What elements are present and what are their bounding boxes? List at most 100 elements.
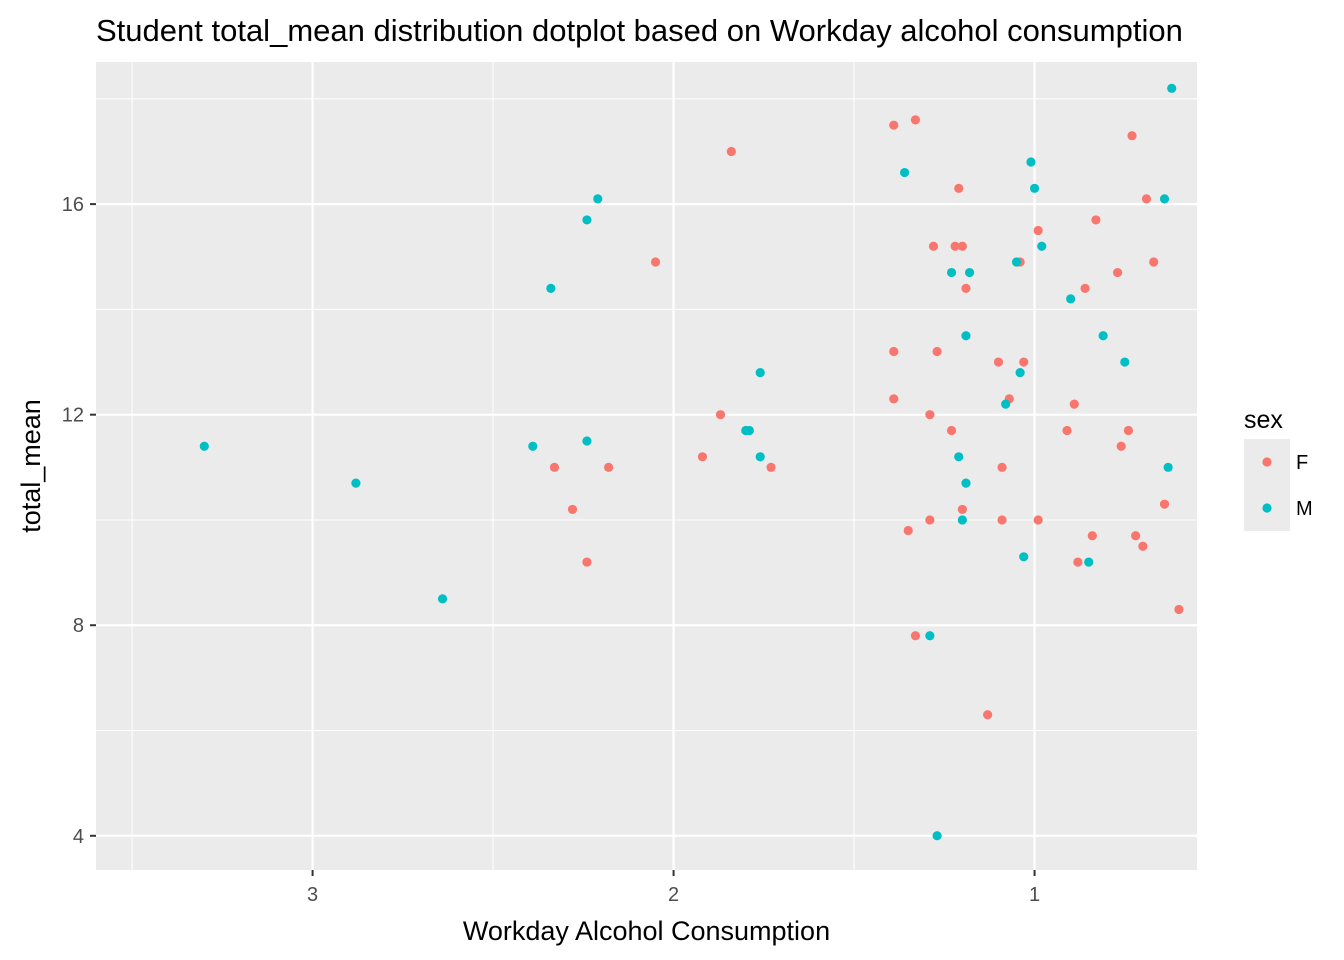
data-point-f [567, 504, 578, 515]
data-point-f [961, 283, 971, 293]
x-axis-title: Workday Alcohol Consumption [463, 916, 830, 946]
legend-key-f [1262, 457, 1272, 467]
data-point-m [1167, 83, 1177, 93]
data-point-f [1116, 441, 1126, 451]
data-point-f [957, 504, 967, 515]
data-point-m [1026, 157, 1036, 167]
data-point-m [755, 367, 765, 378]
x-tick-label: 2 [668, 884, 679, 906]
data-point-m [932, 831, 942, 841]
data-point-f [997, 515, 1007, 525]
data-point-f [889, 394, 899, 404]
data-point-f [1112, 267, 1123, 278]
legend-label-m: M [1296, 498, 1313, 520]
data-point-m [755, 452, 765, 462]
data-point-m [1001, 399, 1011, 409]
data-point-f [1033, 225, 1043, 236]
data-point-f [957, 241, 967, 251]
data-point-f [1069, 399, 1079, 409]
data-point-f [997, 462, 1007, 472]
legend-key-m [1262, 503, 1272, 513]
data-point-m [1011, 257, 1022, 267]
data-point-f [549, 462, 560, 472]
data-point-m [946, 267, 957, 278]
data-point-m [1120, 357, 1130, 367]
data-point-m [593, 194, 603, 204]
data-point-m [957, 515, 967, 525]
data-point-f [1080, 283, 1090, 293]
data-point-f [925, 515, 935, 525]
y-axis-ticks: 4 8 12 16 [62, 194, 96, 848]
data-point-f [726, 146, 736, 157]
data-point-f [766, 462, 776, 472]
y-tick-label: 12 [62, 405, 84, 427]
data-point-m [528, 441, 538, 451]
data-point-m [925, 631, 935, 641]
data-point-m [437, 594, 448, 604]
data-point-m [964, 267, 975, 278]
data-point-f [1127, 131, 1137, 141]
y-tick-label: 8 [73, 615, 84, 637]
data-point-f [928, 241, 939, 251]
data-point-f [910, 631, 921, 641]
legend: sex FM [1244, 406, 1313, 531]
data-point-f [1131, 531, 1141, 541]
data-point-m [1163, 462, 1173, 472]
data-point-f [932, 346, 942, 357]
data-point-m [582, 436, 592, 446]
data-point-f [603, 462, 614, 472]
data-point-f [1091, 215, 1101, 225]
data-point-f [1174, 604, 1184, 615]
data-point-f [946, 425, 957, 436]
data-point-m [1037, 241, 1047, 251]
data-point-f [889, 120, 899, 130]
data-point-f [1073, 557, 1083, 567]
data-point-f [1062, 425, 1072, 436]
data-point-f [1141, 194, 1152, 204]
data-point-f [1087, 531, 1097, 541]
data-point-m [744, 425, 754, 436]
data-point-m [546, 283, 556, 293]
data-point-f [715, 410, 726, 420]
data-point-m [900, 167, 910, 178]
data-point-m [1159, 194, 1170, 204]
data-point-f [1033, 515, 1043, 525]
data-point-f [1019, 357, 1029, 367]
legend-title: sex [1244, 406, 1283, 434]
data-point-m [1098, 331, 1108, 341]
data-point-m [582, 215, 592, 225]
data-point-m [1019, 552, 1029, 562]
y-tick-label: 16 [62, 194, 84, 216]
x-tick-label: 3 [307, 884, 318, 906]
data-point-f [903, 525, 913, 536]
data-point-m [1015, 367, 1025, 378]
chart-title: Student total_mean distribution dotplot … [96, 13, 1183, 48]
data-point-m [351, 478, 361, 488]
data-point-f [983, 710, 993, 720]
data-point-f [697, 452, 708, 462]
data-point-f [1123, 425, 1134, 436]
data-point-f [1138, 541, 1148, 551]
data-point-m [1084, 557, 1094, 567]
major-gridlines [96, 62, 1197, 870]
x-axis-ticks: 3 2 1 [307, 870, 1040, 906]
minor-gridlines [96, 62, 1197, 870]
data-point-m [1066, 294, 1076, 304]
data-point-f [650, 257, 661, 267]
plot-panel [96, 62, 1197, 870]
data-point-f [1149, 257, 1159, 267]
data-point-m [961, 478, 971, 488]
data-point-m [199, 441, 209, 451]
data-point-f [910, 115, 921, 125]
data-point-f [954, 183, 964, 193]
data-point-m [961, 331, 971, 341]
data-points [199, 83, 1184, 841]
data-point-f [925, 410, 935, 420]
legend-entries: FM [1244, 439, 1313, 531]
data-point-f [1159, 499, 1170, 509]
data-point-m [954, 452, 964, 462]
data-point-m [1029, 183, 1040, 193]
y-tick-label: 4 [73, 826, 84, 848]
legend-label-f: F [1296, 452, 1308, 474]
